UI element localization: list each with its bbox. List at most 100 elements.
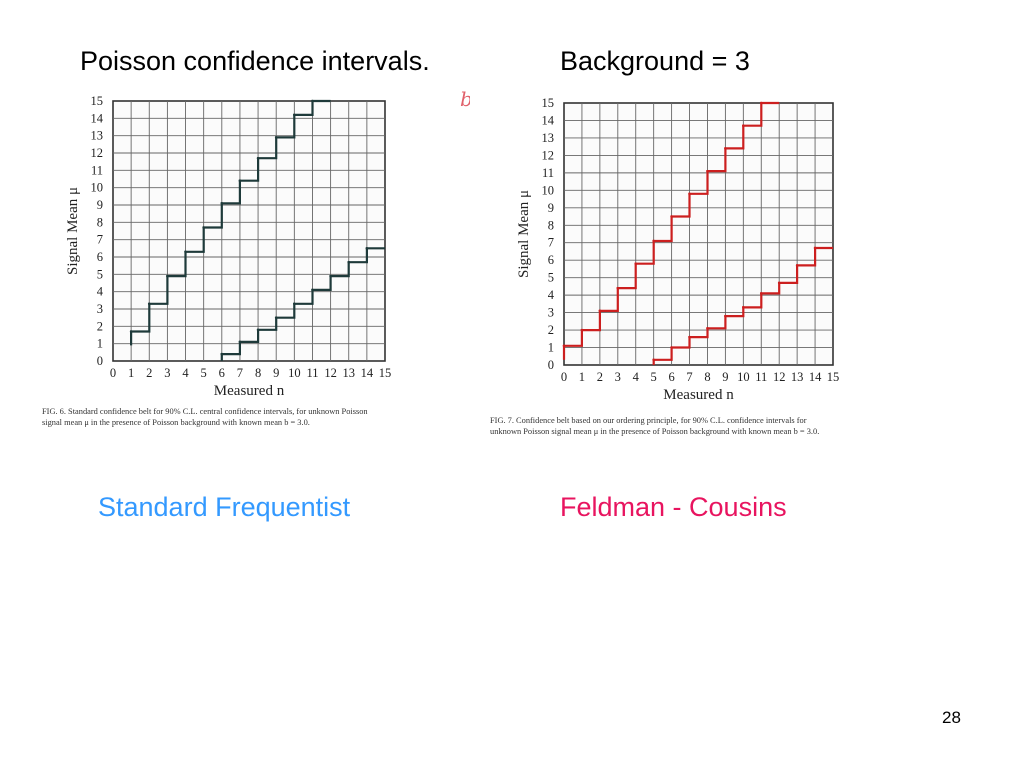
x-axis-label: Measured n xyxy=(214,383,285,399)
y-tick-label: 1 xyxy=(97,337,103,351)
data-point-upper xyxy=(688,192,691,196)
chart-standard-frequentist: 0 1 2 3 4 5 6 7 8 9 10 11 12 13 14 15012345678910111213… xyxy=(42,87,470,427)
figure-caption-line: FIG. 7. Confidence belt based on our ord… xyxy=(490,416,807,425)
data-point-lower xyxy=(759,292,763,295)
data-point-lower xyxy=(220,352,224,356)
data-point-lower xyxy=(795,264,799,267)
y-tick-label: 7 xyxy=(97,233,103,247)
x-tick-label: 10 xyxy=(737,370,750,384)
y-tick-label: 10 xyxy=(91,181,104,195)
x-tick-label: 7 xyxy=(237,366,243,380)
data-point-lower xyxy=(274,316,278,319)
label-feldman-cousins: Feldman - Cousins xyxy=(560,492,787,522)
data-point-upper xyxy=(634,262,638,265)
data-point-lower xyxy=(293,302,296,306)
x-tick-label: 4 xyxy=(182,366,189,380)
y-tick-label: 2 xyxy=(548,323,554,337)
data-point-lower xyxy=(347,260,351,264)
x-tick-label: 8 xyxy=(255,366,261,380)
x-tick-label: 13 xyxy=(791,370,804,384)
data-point-upper xyxy=(293,113,296,117)
y-tick-label: 6 xyxy=(548,253,554,267)
x-tick-label: 2 xyxy=(146,366,152,380)
page-number: 28 xyxy=(942,708,961,727)
slide-title-right: Background = 3 xyxy=(560,46,750,76)
y-tick-label: 5 xyxy=(548,271,554,285)
data-point-upper xyxy=(220,201,224,205)
handwritten-note: b = 3.0 xyxy=(460,87,470,111)
y-tick-label: 9 xyxy=(97,198,103,212)
slide-title-left: Poisson confidence intervals. xyxy=(80,46,430,76)
data-point-lower xyxy=(706,327,709,330)
x-tick-label: 7 xyxy=(686,370,692,384)
y-tick-label: 8 xyxy=(97,215,103,229)
x-tick-label: 10 xyxy=(288,366,301,380)
data-point-upper xyxy=(742,124,745,128)
x-tick-label: 5 xyxy=(201,366,207,380)
x-tick-label: 8 xyxy=(704,370,710,384)
y-tick-label: 9 xyxy=(548,201,554,215)
y-tick-label: 11 xyxy=(542,166,554,180)
data-point-upper xyxy=(311,99,314,103)
data-point-upper xyxy=(580,328,584,332)
data-point-upper xyxy=(759,101,763,105)
x-tick-label: 0 xyxy=(110,366,116,380)
data-point-upper xyxy=(129,330,133,333)
chart-feldman-cousins: 0 1 2 3 4 5 6 7 8 9 10 11 12 13 14 15012345678910111213… xyxy=(490,96,840,436)
y-tick-label: 4 xyxy=(548,288,555,302)
x-tick-label: 11 xyxy=(755,370,767,384)
y-tick-label: 13 xyxy=(91,129,104,143)
data-point-upper xyxy=(256,156,260,160)
data-point-lower xyxy=(688,335,691,339)
x-tick-label: 14 xyxy=(361,366,374,380)
x-tick-label: 12 xyxy=(324,366,337,380)
x-tick-label: 0 xyxy=(561,370,567,384)
data-point-upper xyxy=(202,226,205,229)
data-point-upper xyxy=(724,147,727,150)
data-point-lower xyxy=(813,246,817,250)
data-point-upper xyxy=(184,250,187,254)
grid xyxy=(113,101,385,361)
x-tick-label: 13 xyxy=(342,366,355,380)
data-point-lower xyxy=(256,328,260,332)
data-point-lower xyxy=(724,314,727,318)
y-tick-label: 6 xyxy=(97,250,103,264)
x-tick-label: 11 xyxy=(306,366,318,380)
y-tick-label: 0 xyxy=(97,354,103,368)
data-point-lower xyxy=(365,247,369,250)
plot-frame xyxy=(112,100,386,362)
x-tick-label: 6 xyxy=(219,366,225,380)
y-tick-label: 4 xyxy=(97,285,104,299)
y-tick-label: 14 xyxy=(91,111,104,125)
data-point-lower xyxy=(742,306,745,309)
data-point-upper xyxy=(562,344,566,348)
x-tick-label: 3 xyxy=(164,366,170,380)
data-point-lower xyxy=(670,346,673,349)
y-tick-label: 7 xyxy=(548,236,554,250)
y-tick-label: 10 xyxy=(542,183,555,197)
label-standard-frequentist: Standard Frequentist xyxy=(98,492,351,522)
y-axis-label: Signal Mean μ xyxy=(65,187,81,275)
x-tick-label: 9 xyxy=(722,370,728,384)
x-tick-label: 15 xyxy=(827,370,840,384)
y-tick-label: 3 xyxy=(97,302,103,316)
x-tick-label: 1 xyxy=(128,366,134,380)
data-point-lower xyxy=(311,288,314,292)
series-line-lower xyxy=(652,246,833,365)
series-line-upper xyxy=(562,101,780,360)
x-tick-label: 14 xyxy=(809,370,822,384)
data-point-upper xyxy=(616,286,620,290)
figure-caption-line: unknown Poisson signal mean μ in the pre… xyxy=(490,427,819,436)
y-tick-label: 8 xyxy=(548,218,554,232)
y-tick-label: 12 xyxy=(91,146,104,160)
x-tick-label: 6 xyxy=(668,370,674,384)
y-tick-label: 15 xyxy=(91,94,104,108)
y-axis-label: Signal Mean μ xyxy=(516,190,532,278)
data-point-upper xyxy=(706,169,709,173)
x-tick-label: 5 xyxy=(651,370,657,384)
x-axis-label: Measured n xyxy=(663,387,734,403)
y-tick-label: 5 xyxy=(97,267,103,281)
plot-frame xyxy=(563,102,834,366)
y-tick-label: 14 xyxy=(542,113,555,127)
data-point-lower xyxy=(238,340,242,344)
